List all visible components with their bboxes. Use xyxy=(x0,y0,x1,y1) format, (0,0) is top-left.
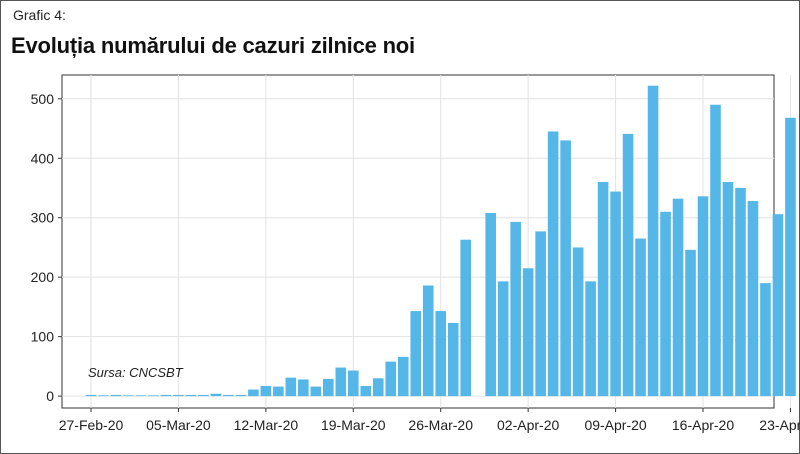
bar-2020-03-18 xyxy=(335,367,347,397)
bar-2020-03-13 xyxy=(273,386,284,397)
bar-2020-04-20 xyxy=(747,201,759,397)
bar-2020-03-07 xyxy=(198,394,209,397)
bar-2020-03-06 xyxy=(185,394,197,397)
x-tick-label: 12-Mar-20 xyxy=(234,417,299,433)
bar-2020-03-09 xyxy=(223,394,234,397)
y-tick-label: 0 xyxy=(46,388,54,404)
bar-2020-04-21 xyxy=(760,283,771,397)
x-tick-label: 16-Apr-20 xyxy=(672,417,734,433)
bar-2020-04-05 xyxy=(560,140,571,397)
x-tick-label: 19-Mar-20 xyxy=(321,417,386,433)
bar-2020-03-22 xyxy=(385,361,397,397)
x-tick-label: 27-Feb-20 xyxy=(59,417,124,433)
y-axis-ticks: 0 100 200 300 400 500 xyxy=(31,91,62,404)
bar-2020-04-13 xyxy=(660,211,671,397)
bar-2020-04-09 xyxy=(610,191,621,397)
x-tick-label: 23-Apr-20 xyxy=(759,417,800,433)
y-tick-label: 500 xyxy=(31,91,55,107)
bar-2020-03-28 xyxy=(460,239,471,397)
x-tick-label: 05-Mar-20 xyxy=(146,417,211,433)
bar-2020-03-04 xyxy=(160,394,172,397)
bar-2020-03-25 xyxy=(422,285,434,397)
bar-2020-03-21 xyxy=(372,378,384,397)
bar-2020-03-15 xyxy=(298,379,309,397)
bar-2020-04-19 xyxy=(735,187,746,397)
bar-2020-03-08 xyxy=(210,393,222,397)
bar-2020-04-18 xyxy=(722,182,734,397)
bar-2020-04-04 xyxy=(547,131,559,397)
x-tick-label: 26-Mar-20 xyxy=(408,417,473,433)
chart-subtitle: Grafic 4: xyxy=(13,7,66,23)
bar-2020-03-01 xyxy=(123,395,134,397)
bar-2020-03-20 xyxy=(360,386,372,397)
x-tick-label: 02-Apr-20 xyxy=(497,417,559,433)
y-tick-label: 300 xyxy=(31,210,55,226)
bar-2020-04-22 xyxy=(772,214,784,397)
bar-2020-03-30 xyxy=(485,212,496,397)
bar-2020-04-02 xyxy=(522,268,534,397)
bar-2020-03-19 xyxy=(347,370,359,397)
y-tick-label: 200 xyxy=(31,269,55,285)
bar-2020-04-03 xyxy=(535,231,546,397)
bar-2020-02-28 xyxy=(98,395,109,397)
bar-2020-03-14 xyxy=(285,377,297,397)
chart-title: Evoluția numărului de cazuri zilnice noi xyxy=(11,33,415,58)
bar-2020-03-23 xyxy=(397,356,409,397)
bar-2020-04-12 xyxy=(647,85,659,397)
bar-2020-04-08 xyxy=(597,182,609,397)
bar-2020-03-16 xyxy=(310,386,322,397)
bar-2020-04-15 xyxy=(685,249,696,397)
bar-2020-03-03 xyxy=(148,395,159,397)
bar-2020-03-12 xyxy=(260,386,272,397)
x-tick-label: 09-Apr-20 xyxy=(584,417,646,433)
bar-2020-03-17 xyxy=(323,378,334,397)
bar-2020-04-14 xyxy=(672,198,684,397)
bar-2020-04-01 xyxy=(510,221,521,397)
bar-2020-04-06 xyxy=(572,247,584,397)
bar-2020-03-05 xyxy=(173,394,184,397)
bar-2020-03-31 xyxy=(497,281,509,397)
bar-2020-04-11 xyxy=(635,238,646,397)
bar-2020-04-10 xyxy=(622,133,634,397)
bar-2020-04-07 xyxy=(585,281,596,397)
y-tick-label: 100 xyxy=(31,329,55,345)
bar-2020-03-10 xyxy=(235,394,247,397)
bar-2020-03-02 xyxy=(135,395,147,397)
source-label: Sursa: CNCSBT xyxy=(88,365,184,380)
bar-2020-03-24 xyxy=(410,311,422,397)
bar-2020-04-23 xyxy=(785,117,796,397)
bar-2020-02-29 xyxy=(110,394,122,397)
bar-2020-03-26 xyxy=(435,311,447,397)
bar-2020-04-16 xyxy=(697,196,709,397)
bar-2020-03-11 xyxy=(248,389,259,397)
bar-2020-03-27 xyxy=(447,322,459,397)
y-tick-label: 400 xyxy=(31,150,55,166)
bar-2020-02-27 xyxy=(85,394,97,397)
x-axis-ticks: 27-Feb-20 05-Mar-20 12-Mar-20 19-Mar-20 26-M… xyxy=(59,408,800,433)
bar-2020-04-17 xyxy=(710,104,721,397)
bars xyxy=(85,85,796,397)
